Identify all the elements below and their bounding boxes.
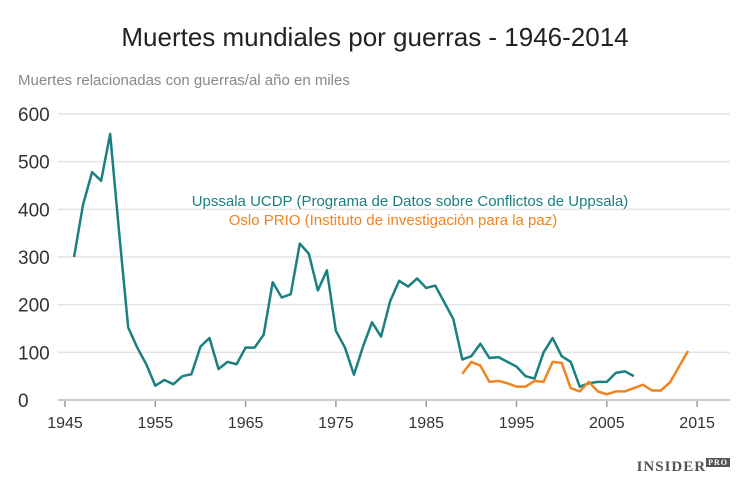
chart-title: Muertes mundiales por guerras - 1946-201… xyxy=(121,22,629,52)
insider-pro-logo: INSIDER PRO xyxy=(636,458,730,475)
series-line-ucdp xyxy=(72,132,635,388)
x-tick-label: 1995 xyxy=(499,415,535,432)
x-tick-label: 1955 xyxy=(138,415,174,432)
y-axis-label: Muertes relacionadas con guerras/al año … xyxy=(18,72,350,89)
legend-ucdp: Upssala UCDP (Programa de Datos sobre Co… xyxy=(192,193,629,210)
y-tick-label: 0 xyxy=(18,391,29,412)
y-tick-label: 400 xyxy=(18,200,50,221)
x-tick-label: 1985 xyxy=(408,415,444,432)
x-tick-label: 2015 xyxy=(679,415,715,432)
x-tick-label: 2005 xyxy=(589,415,625,432)
y-tick-label: 200 xyxy=(18,296,50,317)
x-tick-label: 1945 xyxy=(47,415,83,432)
x-tick-label: 1965 xyxy=(228,415,264,432)
legend-prio: Oslo PRIO (Instituto de investigación pa… xyxy=(229,212,558,229)
y-tick-label: 600 xyxy=(18,105,50,126)
y-tick-label: 500 xyxy=(18,153,50,174)
series-line-prio xyxy=(461,350,690,396)
y-tick-label: 300 xyxy=(18,248,50,269)
y-tick-label: 100 xyxy=(18,343,50,364)
x-tick-label: 1975 xyxy=(318,415,354,432)
